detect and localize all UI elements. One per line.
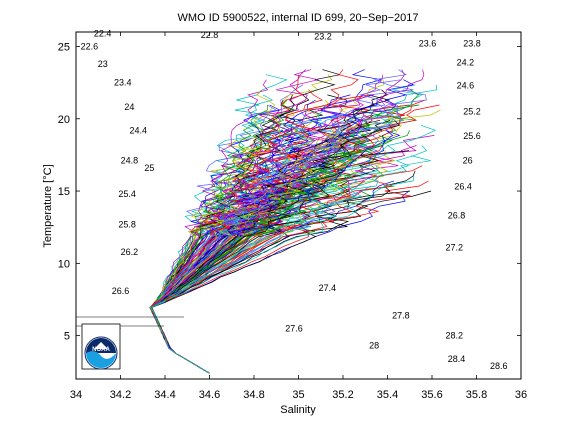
isopycnal-label: 28.2 [445, 331, 463, 341]
x-tick-marks [75, 32, 522, 379]
y-tick-label: 5 [64, 331, 70, 343]
isopycnal-label: 26.2 [121, 247, 139, 257]
y-tick-label: 20 [58, 114, 70, 126]
logo-gull-icon [94, 342, 108, 349]
y-tick-label: 25 [58, 41, 70, 53]
isopycnal-label: 22.6 [81, 41, 99, 51]
isopycnal-label: 26.4 [454, 182, 472, 192]
isopycnal-label: 25 [144, 163, 154, 173]
isopycnal-label: 24.6 [457, 80, 475, 90]
isopycnal-label: 27.4 [319, 283, 337, 293]
isopycnal-label: 25.2 [463, 107, 481, 117]
chart-title: WMO ID 5900522, internal ID 699, 20−Sep−… [178, 12, 419, 24]
y-tick-marks [76, 46, 521, 337]
isopycnal-label: 25.4 [118, 189, 136, 199]
isopycnal-label: 24.2 [457, 57, 475, 67]
x-axis-label: Salinity [280, 404, 316, 416]
isopycnal-label: 23.2 [314, 31, 332, 41]
x-tick-label: 35.2 [332, 389, 353, 401]
x-tick-label: 34.8 [243, 389, 264, 401]
isopycnal-label: 26.6 [112, 286, 130, 296]
isopycnal-label: 27.8 [392, 310, 410, 320]
profile-lines [149, 69, 441, 374]
noaa-logo: NOAA [81, 323, 121, 370]
isopycnal-label: 28 [369, 341, 379, 351]
profile-trace [149, 155, 431, 374]
y-axis: 5 10 15 20 25 [58, 41, 70, 342]
x-tick-label: 35.8 [466, 389, 487, 401]
isopycnal-label: 26.8 [448, 211, 466, 221]
profile-trace [149, 135, 385, 374]
x-tick-label: 34.4 [154, 389, 175, 401]
isopycnal-label: 23.6 [419, 39, 437, 49]
isopycnal-label: 23.8 [463, 39, 481, 49]
y-tick-label: 10 [58, 258, 70, 270]
isopycnal-label: 25.8 [118, 219, 136, 229]
isopycnal-label: 27.2 [445, 242, 463, 252]
y-tick-label: 15 [58, 186, 70, 198]
logo-text: NOAA [92, 347, 110, 353]
x-tick-label: 34 [70, 389, 82, 401]
x-tick-label: 35.6 [421, 389, 442, 401]
profile-trace [149, 124, 358, 374]
isopycnal-label: 25.6 [463, 131, 481, 141]
y-axis-label: Temperature [°C] [42, 164, 54, 247]
isopycnal-label: 24.8 [121, 156, 139, 166]
x-tick-label: 36 [515, 389, 527, 401]
x-tick-label: 34.6 [199, 389, 220, 401]
profile-trace [150, 69, 359, 374]
isopycnal-label: 23 [98, 59, 108, 69]
x-axis: 34 34.2 34.4 34.6 34.8 35 35.2 35.4 35.6… [70, 389, 527, 401]
logo-wave [86, 351, 116, 368]
x-tick-label: 35 [292, 389, 304, 401]
isopycnal-label: 28.4 [448, 354, 466, 364]
isopycnal-labels: 22.4 22.8 23.2 23.6 23.8 22.6 23 24.2 23… [81, 28, 508, 371]
x-tick-label: 35.4 [377, 389, 398, 401]
isopycnal-label: 27.6 [285, 323, 303, 333]
x-tick-label: 34.2 [110, 389, 131, 401]
isopycnal-label: 28.6 [490, 361, 508, 371]
isopycnal-label: 22.4 [94, 28, 112, 38]
isopycnal-label: 24.4 [130, 125, 148, 135]
isopycnal-label: 26 [463, 156, 473, 166]
isopycnal-label: 23.4 [114, 78, 132, 88]
isopycnal-label: 24 [124, 102, 134, 112]
